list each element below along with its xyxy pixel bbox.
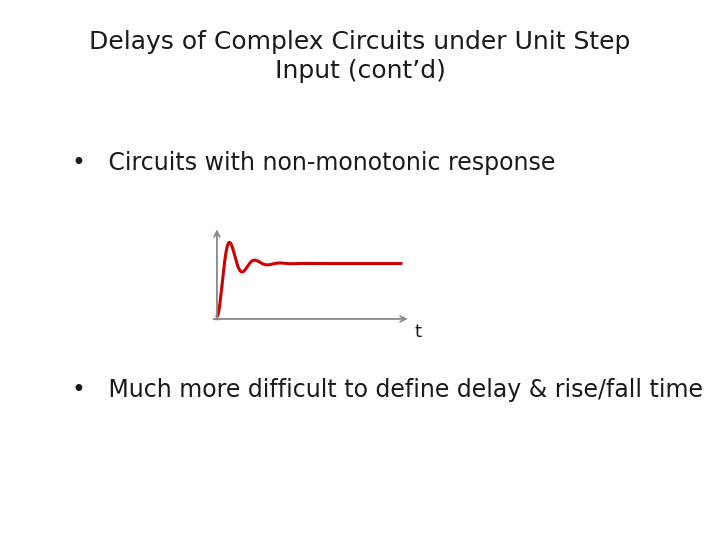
Text: t: t [414, 323, 421, 341]
Text: Delays of Complex Circuits under Unit Step
Input (cont’d): Delays of Complex Circuits under Unit St… [89, 30, 631, 83]
Text: •   Much more difficult to define delay & rise/fall time: • Much more difficult to define delay & … [72, 378, 703, 402]
Text: •   Circuits with non-monotonic response: • Circuits with non-monotonic response [72, 151, 555, 175]
